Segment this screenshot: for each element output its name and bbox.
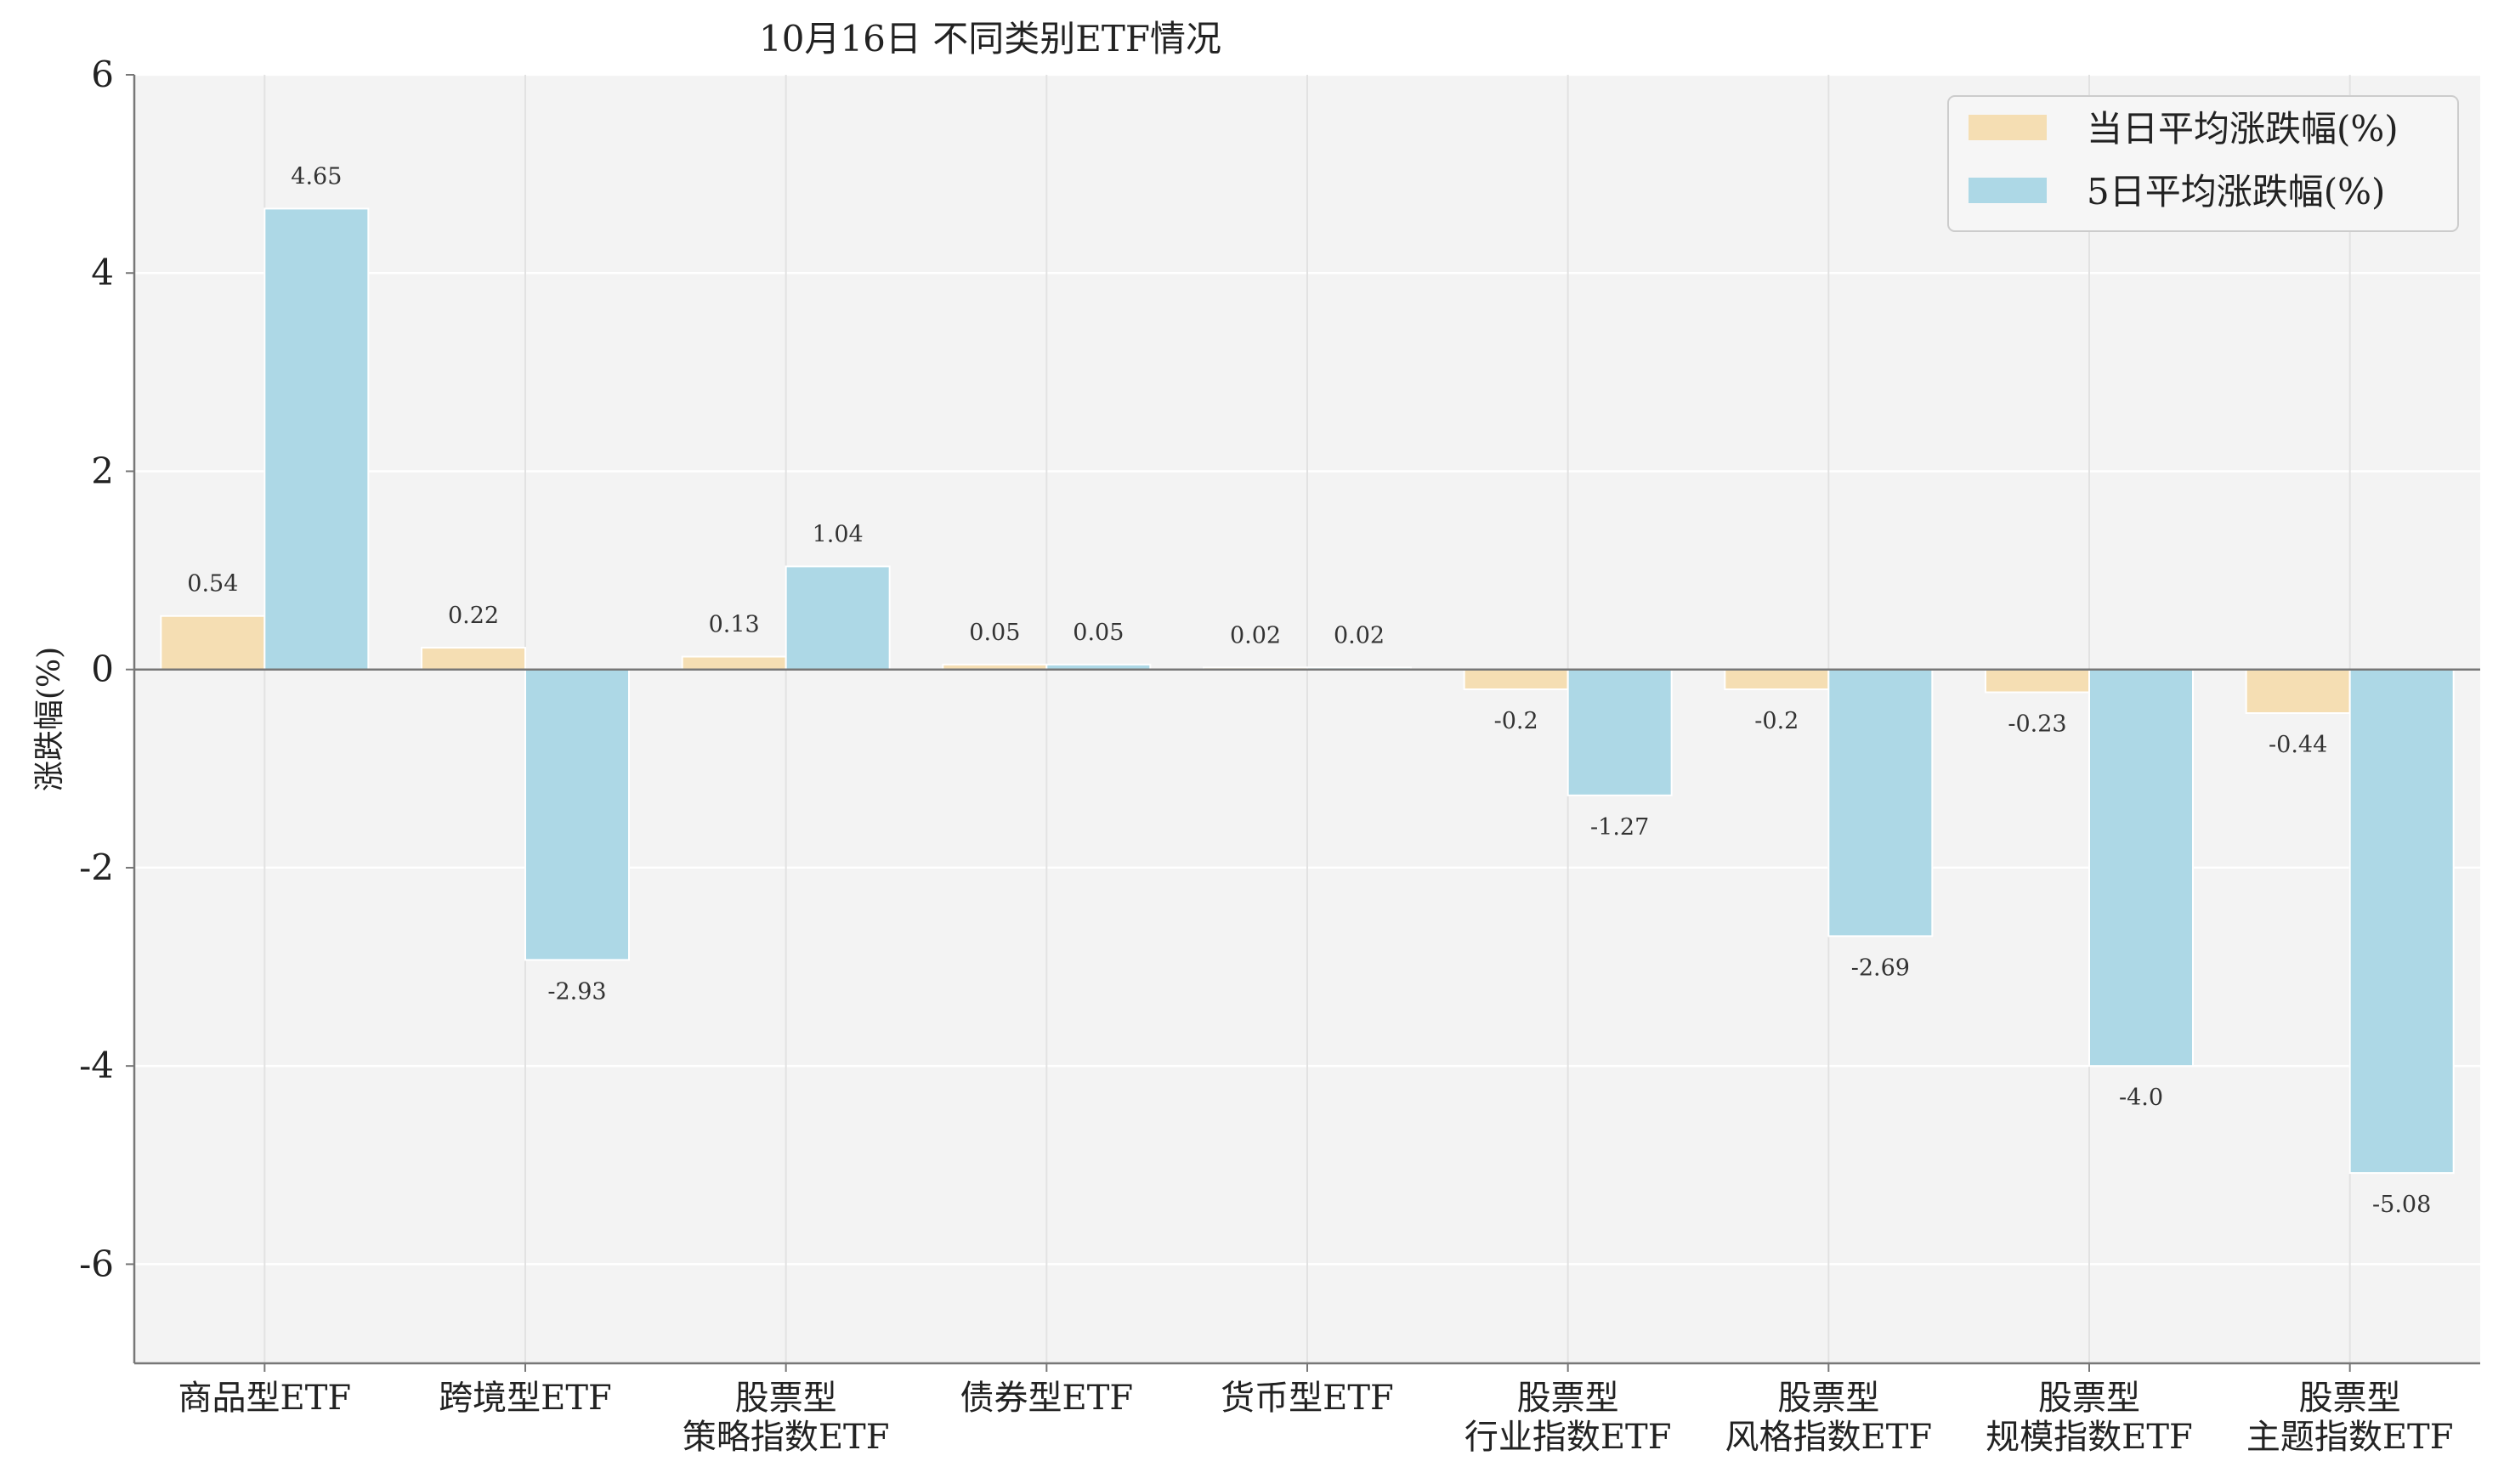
x-tick-label: 风格指数ETF xyxy=(1725,1418,1933,1457)
bar-daily-0 xyxy=(160,615,266,671)
data-label-5day-2: 1.04 xyxy=(813,521,864,547)
bar-daily-6 xyxy=(1724,668,1830,691)
legend-label-daily: 当日平均涨跌幅(%) xyxy=(2087,108,2399,150)
data-label-5day-6: -2.69 xyxy=(1851,954,1910,981)
bar-5day-1 xyxy=(524,668,630,961)
data-label-5day-5: -1.27 xyxy=(1590,814,1649,841)
y-tick-label: 0 xyxy=(91,649,114,690)
y-tick-label: 4 xyxy=(91,252,114,293)
data-label-daily-2: 0.13 xyxy=(709,612,760,638)
x-tick-label: 规模指数ETF xyxy=(1986,1418,2193,1457)
data-label-daily-0: 0.54 xyxy=(187,571,238,598)
x-tick-label: 商品型ETF xyxy=(178,1379,352,1418)
legend: 当日平均涨跌幅(%) 5日平均涨跌幅(%) xyxy=(1947,95,2459,232)
data-label-5day-7: -4.0 xyxy=(2119,1085,2163,1111)
x-tick-label: 策略指数ETF xyxy=(683,1418,890,1457)
y-tick-labels: 6 4 2 0 -2 -4 -6 xyxy=(79,54,134,1284)
bar-5day-5 xyxy=(1566,668,1673,796)
data-labels: 0.54 0.22 0.13 0.05 0.02 -0.2 -0.2 -0.23 -0.44 4.… xyxy=(187,163,2431,1218)
data-label-daily-6: -0.2 xyxy=(1754,708,1799,734)
y-tick-label: 2 xyxy=(91,450,114,491)
legend-swatch-5day xyxy=(1969,178,2047,203)
legend-box xyxy=(1947,95,2459,232)
y-tick-label: -2 xyxy=(79,847,114,888)
bar-daily-2 xyxy=(681,655,787,671)
x-tick-label: 股票型 xyxy=(2299,1379,2401,1418)
y-tick-label: -4 xyxy=(79,1045,114,1086)
x-tick-label: 行业指数ETF xyxy=(1464,1418,1672,1457)
y-tick-label: 6 xyxy=(91,54,114,95)
bar-5day-8 xyxy=(2348,668,2455,1175)
x-tick-label: 债券型ETF xyxy=(960,1379,1134,1418)
x-tick-label: 货币型ETF xyxy=(1221,1379,1394,1418)
data-label-5day-1: -2.93 xyxy=(547,978,606,1005)
legend-swatch-daily xyxy=(1969,115,2047,140)
bar-daily-5 xyxy=(1463,668,1569,691)
data-label-5day-8: -5.08 xyxy=(2372,1192,2431,1218)
bar-daily-7 xyxy=(1985,668,2090,694)
y-axis-label: 涨跌幅(%) xyxy=(32,647,67,791)
data-label-daily-1: 0.22 xyxy=(448,603,499,629)
data-label-5day-0: 4.65 xyxy=(291,163,342,190)
bars xyxy=(160,207,2455,1175)
data-label-5day-3: 0.05 xyxy=(1073,620,1124,646)
data-label-daily-4: 0.02 xyxy=(1230,622,1281,649)
bar-5day-0 xyxy=(263,207,370,671)
data-label-daily-7: -0.23 xyxy=(2008,711,2066,738)
x-tick-label: 主题指数ETF xyxy=(2246,1418,2454,1457)
bar-5day-2 xyxy=(785,565,891,671)
y-tick-label: -6 xyxy=(79,1243,114,1284)
x-tick-label: 股票型 xyxy=(1777,1379,1879,1418)
x-tick-label: 股票型 xyxy=(2038,1379,2140,1418)
chart-title: 10月16日 不同类别ETF情况 xyxy=(759,18,1221,59)
bar-5day-7 xyxy=(2088,668,2194,1068)
legend-label-5day: 5日平均涨跌幅(%) xyxy=(2087,171,2385,212)
data-label-5day-4: 0.02 xyxy=(1334,622,1385,649)
data-label-daily-3: 0.05 xyxy=(969,620,1020,646)
data-label-daily-8: -0.44 xyxy=(2269,732,2327,758)
data-label-daily-5: -0.2 xyxy=(1494,708,1538,734)
bar-daily-8 xyxy=(2245,668,2351,715)
x-tick-label: 股票型 xyxy=(735,1379,837,1418)
x-tick-label: 股票型 xyxy=(1517,1379,1619,1418)
bar-daily-1 xyxy=(421,647,526,671)
bar-5day-6 xyxy=(1827,668,1934,937)
x-tick-label: 跨境型ETF xyxy=(439,1379,612,1418)
